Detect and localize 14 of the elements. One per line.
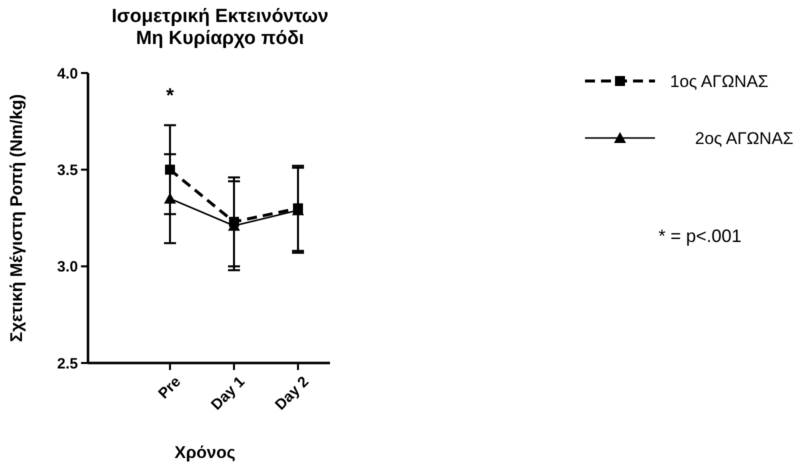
legend-label: 2ος ΑΓΩΝΑΣ <box>695 128 794 148</box>
chart-title: Ισομετρική Εκτεινόντων Μη Κυρίαρχο πόδι <box>112 6 328 49</box>
x-tick-label: Pre <box>155 373 184 402</box>
y-axis-title: Σχετική Μέγιστη Ροπή (Nm/kg) <box>7 94 26 342</box>
y-tick-label: 4.0 <box>57 65 78 82</box>
annotation: * <box>166 85 174 107</box>
x-axis-title: Χρόνος <box>174 443 236 462</box>
y-tick-label: 3.5 <box>57 162 78 179</box>
legend-label: 1ος ΑΓΩΝΑΣ <box>670 72 768 91</box>
y-tick-label: 3.0 <box>57 258 78 276</box>
text: * = p<.001 <box>658 226 742 246</box>
x-tick-label: Day 1 <box>208 373 248 414</box>
y-tick-label: 2.5 <box>57 355 78 372</box>
x-tick-label: Day 2 <box>272 373 312 414</box>
